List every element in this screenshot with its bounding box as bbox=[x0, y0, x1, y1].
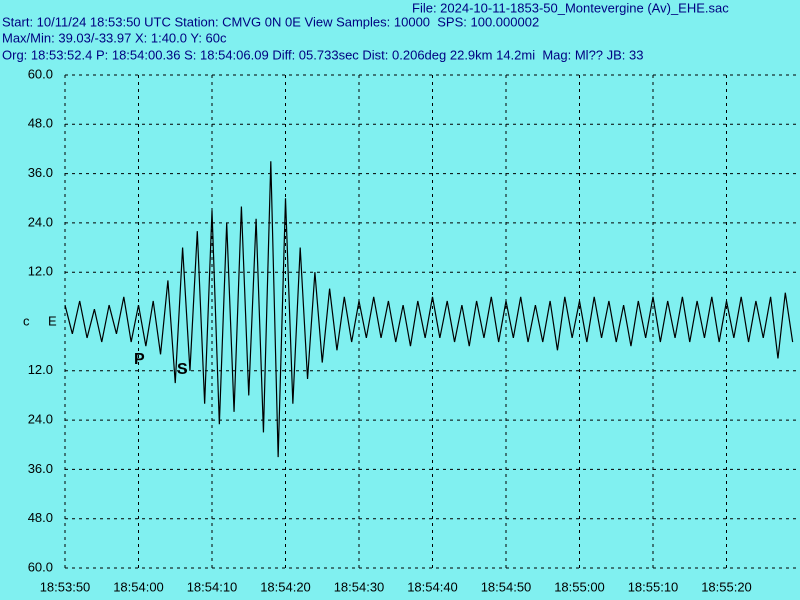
y-tick-label: 48.0 bbox=[28, 510, 53, 525]
x-tick-label: 18:54:40 bbox=[407, 579, 458, 594]
y-tick-label: 24.0 bbox=[28, 412, 53, 427]
file-title: File: 2024-10-11-1853-50_Montevergine (A… bbox=[412, 0, 729, 15]
y-tick-label: 36.0 bbox=[28, 461, 53, 476]
x-tick-label: 18:54:30 bbox=[334, 579, 385, 594]
x-tick-label: 18:53:50 bbox=[40, 579, 91, 594]
y-tick-label: 60.0 bbox=[28, 66, 53, 81]
x-tick-label: 18:55:00 bbox=[554, 579, 605, 594]
x-tick-label: 18:54:00 bbox=[113, 579, 164, 594]
header-line: Max/Min: 39.03/-33.97 X: 1:40.0 Y: 60c bbox=[2, 30, 227, 45]
x-tick-label: 18:54:10 bbox=[187, 579, 238, 594]
x-tick-label: 18:54:20 bbox=[260, 579, 311, 594]
y-tick-label: 24.0 bbox=[28, 214, 53, 229]
header-line: Start: 10/11/24 18:53:50 UTC Station: CM… bbox=[2, 14, 539, 29]
plot: 60.0 48.0 36.0 24.0 12.0 12.0 24.0 36.0 48.0 60.0… bbox=[28, 66, 800, 594]
phase-p-label: P bbox=[134, 351, 145, 368]
phase-s-label: S bbox=[177, 361, 188, 378]
y-tick-label: 48.0 bbox=[28, 116, 53, 131]
y-tick-label: 12.0 bbox=[28, 362, 53, 377]
x-tick-label: 18:55:10 bbox=[628, 579, 679, 594]
channel-label: E bbox=[48, 313, 57, 328]
waveform bbox=[64, 161, 794, 458]
x-tick-label: 18:55:20 bbox=[701, 579, 752, 594]
y-tick-label: 36.0 bbox=[28, 165, 53, 180]
header-line: Org: 18:53:52.4 P: 18:54:00.36 S: 18:54:… bbox=[2, 47, 644, 62]
y-tick-label: 60.0 bbox=[28, 559, 53, 574]
channel-label: c bbox=[23, 313, 30, 328]
y-tick-label: 12.0 bbox=[28, 264, 53, 279]
x-tick-label: 18:54:50 bbox=[481, 579, 532, 594]
